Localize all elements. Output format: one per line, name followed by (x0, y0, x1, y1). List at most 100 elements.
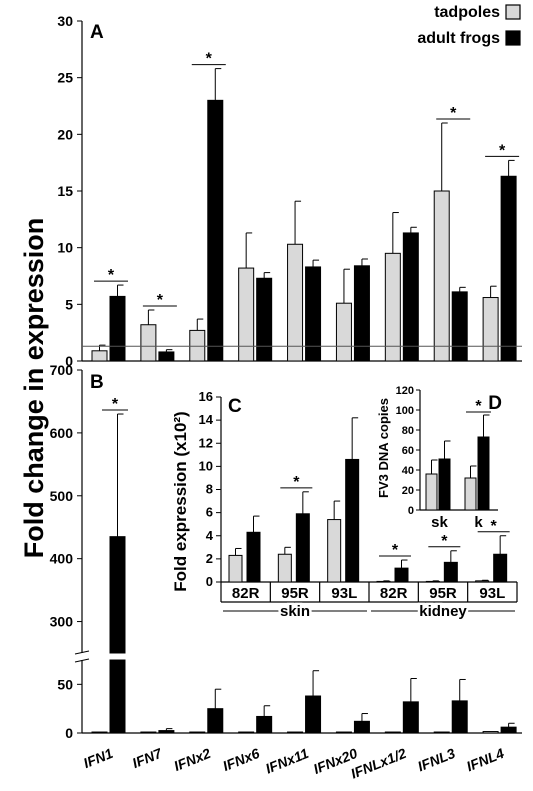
x-category-label-IFNx11: IFNx11 (263, 745, 311, 777)
panel-b-bar-IFNx2-tadpoles (189, 731, 206, 734)
panel-c-bar-95R-1-adult frogs (295, 513, 310, 583)
panel-c-group-label-skin: skin (280, 603, 310, 620)
panel-c-category-label-82R-0: 82R (232, 585, 260, 602)
panel-d-bar-k-adult frogs (477, 436, 490, 511)
panel-c-category-label-95R-1: 95R (281, 585, 309, 602)
x-category-label-IFNx6: IFNx6 (220, 745, 262, 774)
panel-c-y-axis-label: Fold expression (x10²) (171, 411, 190, 591)
panel-b-bar-IFNx2-adult frogs (207, 708, 224, 734)
panel-d-category-label-k: k (474, 514, 483, 531)
panel-b-y-tick-label: 300 (50, 614, 74, 630)
panel-d-bar-sk-tadpoles (425, 473, 438, 511)
x-category-label-IFNL3: IFNL3 (415, 745, 457, 774)
panel-c-y-tick-label: 12 (199, 435, 213, 450)
panel-a-significance-IFN1: * (108, 267, 115, 284)
panel-a-bar-IFN7-tadpoles (140, 324, 157, 362)
panel-c-y-tick-label: 2 (206, 551, 213, 566)
panel-c-category-label-82R-3: 82R (380, 585, 408, 602)
panel-c-bar-82R-0-adult frogs (246, 531, 261, 583)
panel-d-bar-sk-adult frogs (438, 458, 451, 511)
panel-a-y-tick-label: 30 (57, 13, 73, 29)
panel-d-bar-k-tadpoles (464, 477, 477, 511)
panel-a-significance-IFNL3: * (450, 105, 457, 122)
panel-b-y-tick-label: 600 (50, 425, 74, 441)
panel-a-y-tick-label: 5 (65, 296, 73, 312)
panel-a-bar-IFNx2-tadpoles (189, 329, 206, 362)
panel-c-bar-95R-4-tadpoles (425, 580, 440, 583)
panel-a-y-tick-label: 15 (57, 183, 73, 199)
panel-b-bar-IFNL4-tadpoles (482, 731, 499, 734)
panel-c: 0 2 4 6 8 10 12 14 16 Fold expression (x10²) C 82R 9… (171, 385, 521, 623)
panel-c-bar-82R-0-tadpoles (228, 554, 243, 583)
panel-c-bar-93L-2-tadpoles (327, 519, 342, 583)
panel-c-category-label-95R-4: 95R (429, 585, 457, 602)
panel-a-bar-IFNLx1/2-tadpoles (384, 252, 401, 362)
panel-b-y-tick-label: 700 (50, 362, 74, 378)
panel-a-bar-IFNx6-adult frogs (256, 277, 273, 362)
panel-b-break-mark (74, 658, 90, 663)
panel-d-y-tick-label: 0 (408, 505, 414, 517)
panel-d-y-tick-label: 40 (402, 465, 414, 477)
legend-swatch-tadpoles (505, 4, 521, 20)
panel-c-bar-93L-2-adult frogs (345, 458, 360, 583)
panel-b-bar-IFNL4-adult frogs (500, 726, 517, 734)
panel-d-y-tick-label: 20 (402, 485, 414, 497)
panel-a-y-tick-label: 0 (65, 353, 73, 369)
panel-c-y-tick-label: 14 (199, 412, 214, 427)
panel-b-y-tick-label: 0 (65, 725, 73, 741)
panel-a-significance-IFNL4: * (499, 142, 506, 159)
panel-b-bar-IFNL3-tadpoles (433, 731, 450, 734)
panel-b-bar-IFN1-adult frogs-upper (109, 536, 126, 654)
panel-a-bar-IFNx11-adult frogs (305, 266, 322, 362)
panel-b-bar-IFNL3-adult frogs (451, 700, 468, 734)
panel-c-bar-95R-4-adult frogs (443, 561, 458, 583)
main-y-axis-label: Fold change in expression (19, 218, 49, 559)
panel-c-y-tick-label: 16 (199, 389, 213, 404)
panel-b-bar-IFNx20-tadpoles (335, 731, 352, 734)
panel-a-y-tick-label: 25 (57, 70, 73, 86)
panel-a-bar-IFNx20-tadpoles (335, 302, 352, 362)
panel-c-category-label-93L-5: 93L (479, 585, 505, 602)
panel-c-category-label-93L-2: 93L (331, 585, 357, 602)
panel-d-y-axis-label: FV3 DNA copies (376, 398, 391, 498)
panel-b-y-tick-label: 500 (50, 488, 74, 504)
panel-a-bar-IFNL3-tadpoles (433, 190, 450, 362)
panel-a-bar-IFNL4-adult frogs (500, 175, 517, 362)
panel-a-y-tick-label: 10 (57, 240, 73, 256)
panel-b-bar-IFNx6-tadpoles (238, 731, 255, 734)
panel-b-axis-break (74, 654, 114, 659)
panel-d-y-tick-label: 120 (396, 385, 414, 397)
panel-b-bar-IFN1-tadpoles (91, 731, 108, 734)
panel-c-y-tick-label: 6 (206, 505, 213, 520)
panel-a-bar-IFNx2-adult frogs (207, 99, 224, 362)
panel-c-y-tick-label: 8 (206, 482, 213, 497)
panel-b-break-mark (74, 650, 90, 655)
panel-b-bar-IFNx20-adult frogs (353, 720, 370, 734)
panel-d-significance-k: * (475, 398, 482, 415)
panel-a: 0 5 10 15 20 25 30 A * * * * * (57, 13, 522, 369)
x-category-label-IFNL4: IFNL4 (464, 745, 506, 774)
panel-c-significance-1: * (293, 474, 300, 491)
panel-a-bar-IFNx11-tadpoles (287, 243, 304, 362)
panel-a-significance-IFNx2: * (206, 51, 213, 68)
panel-d-y-tick-label: 60 (402, 445, 414, 457)
panel-c-significance-4: * (441, 533, 448, 550)
panel-b-bar-IFN1-adult frogs-lower (109, 659, 126, 734)
panel-a-y-tick-label: 20 (57, 126, 73, 142)
panel-a-bar-IFN1-tadpoles (91, 350, 108, 362)
panel-b-significance-IFN1: * (112, 396, 119, 413)
panel-c-bar-95R-1-tadpoles (277, 553, 292, 583)
panel-c-bar-93L-5-adult frogs (493, 553, 508, 583)
x-category-label-IFN1: IFN1 (81, 745, 115, 771)
panel-b-y-tick-label: 400 (50, 551, 74, 567)
legend: tadpoles adult frogs (417, 4, 521, 47)
panel-a-label: A (90, 22, 104, 43)
x-category-label-IFNx2: IFNx2 (172, 745, 214, 774)
panel-a-bar-IFNL3-adult frogs (451, 291, 468, 362)
panel-a-significance-IFN7: * (157, 292, 164, 309)
panel-d: 0 20 40 60 80 100 120 FV3 DNA copies Dsk k * (376, 385, 502, 531)
panel-b-bar-IFNx11-adult frogs (305, 695, 322, 734)
panel-a-bar-IFN7-adult frogs (158, 351, 175, 362)
panel-c-y-tick-label: 10 (199, 458, 213, 473)
